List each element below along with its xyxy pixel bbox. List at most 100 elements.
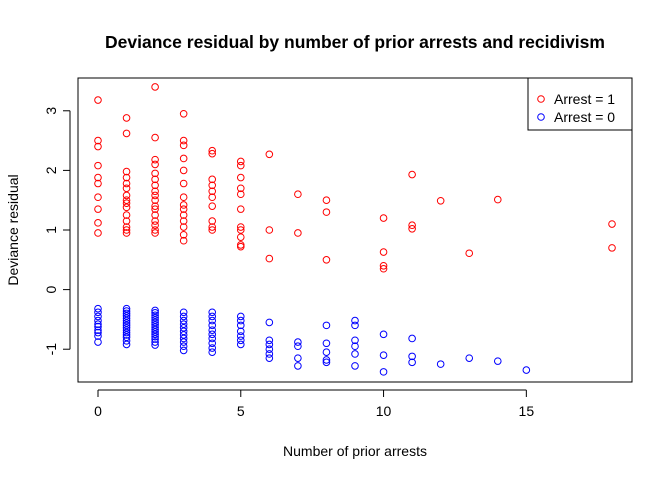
data-point-series-1 bbox=[94, 322, 102, 331]
data-point-series-0 bbox=[151, 181, 159, 190]
data-point-series-1 bbox=[265, 345, 274, 354]
legend-box bbox=[527, 77, 633, 131]
data-point-series-0 bbox=[94, 219, 102, 227]
data-point-series-1 bbox=[294, 354, 302, 362]
legend-marker-arrest-1 bbox=[537, 95, 545, 103]
data-point-series-1 bbox=[122, 309, 131, 318]
plot-border bbox=[77, 77, 633, 383]
data-point-series-1 bbox=[122, 337, 131, 345]
data-point-series-1 bbox=[94, 316, 102, 325]
data-point-series-1 bbox=[208, 344, 217, 352]
data-point-series-0 bbox=[179, 109, 188, 118]
data-point-series-0 bbox=[265, 254, 274, 263]
data-point-series-1 bbox=[379, 351, 388, 359]
data-point-series-1 bbox=[94, 320, 102, 328]
data-point-series-1 bbox=[122, 312, 131, 320]
data-point-series-1 bbox=[351, 321, 359, 330]
data-point-series-0 bbox=[379, 214, 388, 222]
data-point-series-0 bbox=[322, 256, 331, 264]
data-point-series-1 bbox=[94, 304, 102, 313]
data-point-series-1 bbox=[151, 318, 159, 327]
legend-label-arrest-1: Arrest = 1 bbox=[554, 91, 615, 107]
data-point-series-0 bbox=[294, 190, 302, 199]
data-point-series-1 bbox=[379, 368, 388, 376]
data-point-series-1 bbox=[522, 366, 531, 374]
points-layer bbox=[94, 83, 616, 376]
legend-marker-arrest-0 bbox=[537, 113, 545, 121]
data-point-series-1 bbox=[151, 313, 159, 322]
data-point-series-0 bbox=[94, 136, 102, 145]
data-point-series-0 bbox=[151, 221, 159, 230]
data-point-series-0 bbox=[122, 196, 131, 204]
data-point-series-0 bbox=[179, 136, 188, 145]
data-point-series-1 bbox=[436, 360, 445, 368]
data-point-series-0 bbox=[151, 83, 159, 91]
data-point-series-1 bbox=[179, 338, 188, 346]
data-point-series-0 bbox=[151, 133, 159, 142]
data-point-series-1 bbox=[208, 348, 217, 356]
data-point-series-1 bbox=[94, 332, 102, 340]
data-point-series-1 bbox=[493, 357, 502, 365]
data-point-series-1 bbox=[179, 327, 188, 336]
data-point-series-1 bbox=[265, 336, 274, 345]
data-point-series-1 bbox=[151, 330, 159, 339]
data-point-series-1 bbox=[151, 341, 159, 349]
data-point-series-0 bbox=[208, 193, 217, 202]
data-point-series-1 bbox=[208, 316, 217, 325]
data-point-series-1 bbox=[294, 362, 302, 370]
data-point-series-1 bbox=[179, 323, 188, 332]
data-point-series-0 bbox=[236, 242, 245, 251]
legend: Arrest = 1 Arrest = 0 bbox=[527, 77, 633, 131]
data-point-series-1 bbox=[208, 330, 217, 339]
data-point-series-0 bbox=[151, 155, 159, 164]
data-point-series-1 bbox=[179, 320, 188, 328]
data-point-series-0 bbox=[151, 187, 159, 196]
data-point-series-0 bbox=[179, 217, 188, 225]
data-point-series-0 bbox=[408, 225, 416, 233]
data-point-series-1 bbox=[322, 321, 331, 330]
data-point-series-0 bbox=[236, 205, 245, 213]
data-point-series-0 bbox=[122, 179, 131, 188]
data-point-series-1 bbox=[122, 319, 131, 327]
data-point-series-1 bbox=[151, 320, 159, 329]
data-point-series-0 bbox=[179, 179, 188, 188]
data-point-series-1 bbox=[322, 348, 331, 356]
data-point-series-1 bbox=[122, 307, 131, 315]
data-point-series-1 bbox=[294, 338, 302, 346]
data-point-series-0 bbox=[208, 149, 217, 158]
data-point-series-0 bbox=[94, 161, 102, 170]
data-point-series-0 bbox=[151, 211, 159, 219]
data-point-series-1 bbox=[208, 308, 217, 317]
data-point-series-0 bbox=[122, 114, 131, 122]
data-point-series-1 bbox=[122, 331, 131, 339]
data-point-series-1 bbox=[122, 321, 131, 330]
data-point-series-0 bbox=[408, 221, 416, 230]
data-point-series-1 bbox=[208, 326, 217, 334]
data-point-series-1 bbox=[122, 333, 131, 342]
data-point-series-0 bbox=[208, 223, 217, 231]
data-point-series-0 bbox=[236, 226, 245, 234]
data-point-series-1 bbox=[151, 328, 159, 336]
axes: 0 5 10 15 -1 0 1 2 3 bbox=[43, 107, 534, 419]
data-point-series-0 bbox=[265, 226, 274, 234]
data-point-series-0 bbox=[465, 249, 474, 258]
data-point-series-1 bbox=[208, 312, 217, 321]
data-point-series-0 bbox=[151, 169, 159, 178]
x-tick-label: 15 bbox=[519, 403, 535, 419]
data-point-series-0 bbox=[151, 191, 159, 200]
data-point-series-0 bbox=[179, 154, 188, 163]
data-point-series-1 bbox=[122, 340, 131, 349]
data-point-series-1 bbox=[151, 325, 159, 334]
data-point-series-0 bbox=[179, 166, 188, 175]
data-point-series-1 bbox=[179, 334, 188, 343]
data-point-series-0 bbox=[379, 264, 388, 273]
data-point-series-1 bbox=[265, 318, 274, 327]
data-point-series-1 bbox=[351, 316, 359, 325]
data-point-series-0 bbox=[122, 217, 131, 225]
data-point-series-1 bbox=[179, 346, 188, 355]
y-tick-label: -1 bbox=[43, 343, 59, 356]
data-point-series-0 bbox=[236, 223, 245, 231]
data-point-series-1 bbox=[351, 362, 359, 370]
data-point-series-0 bbox=[122, 199, 131, 207]
